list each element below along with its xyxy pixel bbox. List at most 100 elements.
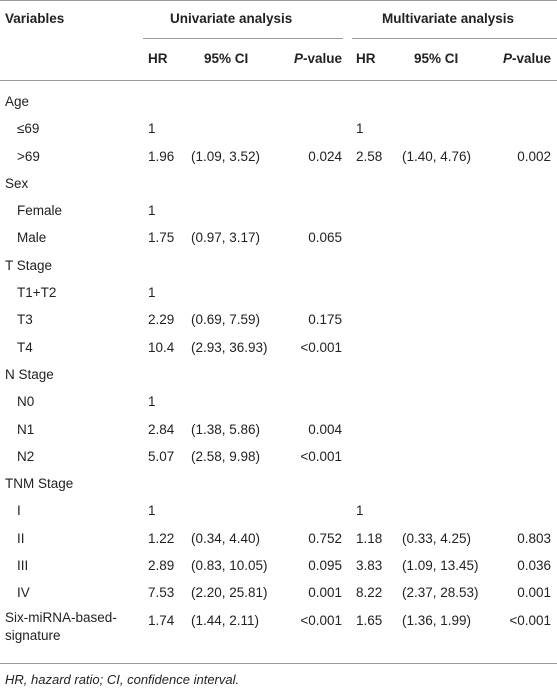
subheader-m-p: P-value: [502, 51, 551, 66]
row-sublabel: N1: [17, 421, 35, 437]
multivariate-p: <0.001: [509, 612, 551, 628]
univariate-hr: 1.22: [148, 530, 175, 546]
univariate-hr: 5.07: [148, 448, 175, 464]
table-row: N Stage: [0, 361, 557, 388]
univariate-ci: (2.58, 9.98): [191, 448, 261, 464]
univariate-p: <0.001: [300, 339, 342, 355]
subheader-m-hr: HR: [356, 51, 376, 66]
table-row: III 2.89 (0.83, 10.05) 0.095 3.83 (1.09, 13.4…: [0, 552, 557, 579]
table-row: T Stage: [0, 252, 557, 279]
multivariate-hr: 1: [356, 121, 364, 137]
univariate-ci: (0.83, 10.05): [191, 558, 268, 574]
bottom-rule: [0, 663, 557, 664]
univariate-hr: 2.84: [148, 421, 175, 437]
multivariate-p: 0.001: [517, 585, 551, 601]
row-sublabel: T4: [17, 339, 33, 355]
multivariate-ci: (0.33, 4.25): [402, 530, 472, 546]
univariate-ci: (2.20, 25.81): [191, 585, 268, 601]
table-row: I 1 1: [0, 497, 557, 524]
univariate-hr: 2.89: [148, 558, 175, 574]
row-sublabel: I: [17, 503, 21, 519]
multivariate-hr: 1.18: [356, 530, 383, 546]
univariate-ci: (1.38, 5.86): [191, 421, 261, 437]
univariate-hr: 1.74: [148, 612, 175, 628]
table-row: >69 1.96 (1.09, 3.52) 0.024 2.58 (1.40, 4.76)…: [0, 143, 557, 170]
row-group-label: T Stage: [5, 257, 53, 273]
univariate-ci: (1.09, 3.52): [191, 148, 261, 164]
univariate-hr: 1: [148, 121, 156, 137]
table-body: Age ≤69 1 1 >69 1.96 (1.09, 3.52) 0.024 2.58 (1.4…: [0, 88, 557, 607]
multivariate-hr: 2.58: [356, 148, 383, 164]
table-row: IV 7.53 (2.20, 25.81) 0.001 8.22 (2.37, 28.53…: [0, 579, 557, 606]
row-sublabel: II: [17, 530, 25, 546]
table-row: Sex: [0, 170, 557, 197]
multivariate-ci: (1.09, 13.45): [402, 558, 479, 574]
univariate-p: 0.065: [308, 230, 342, 246]
row-group-label: N Stage: [5, 366, 54, 382]
univariate-hr: 1.96: [148, 148, 175, 164]
univariate-p: 0.024: [308, 148, 342, 164]
subheader-u-p: P-value: [293, 51, 342, 66]
row-group-label: TNM Stage: [5, 476, 74, 492]
multivariate-hr: 3.83: [356, 558, 383, 574]
subheader-u-ci: 95% CI: [204, 51, 249, 66]
table-row: N0 1: [0, 388, 557, 415]
univariate-ci: (0.69, 7.59): [191, 312, 261, 328]
subheader-u-hr: HR: [148, 51, 168, 66]
subheader-m-ci: 95% CI: [414, 51, 459, 66]
univariate-ci: (1.44, 2.11): [191, 612, 260, 628]
row-sublabel: IV: [17, 585, 30, 601]
row-group-label: Sex: [5, 175, 29, 191]
univariate-p: 0.752: [308, 530, 342, 546]
univariate-p: 0.001: [308, 585, 342, 601]
table-row: N1 2.84 (1.38, 5.86) 0.004: [0, 416, 557, 443]
univariate-p: 0.175: [308, 312, 342, 328]
table-row: ≤69 1 1: [0, 115, 557, 142]
univariate-hr: 2.29: [148, 312, 175, 328]
footnote: HR, hazard ratio; CI, confidence interva…: [5, 672, 240, 687]
top-rule: [0, 0, 557, 1]
row-sublabel: T3: [17, 312, 33, 328]
multivariate-rule: [352, 38, 557, 39]
multivariate-p: 0.803: [517, 530, 551, 546]
univariate-hr: 7.53: [148, 585, 175, 601]
univariate-ci: (2.93, 36.93): [191, 339, 268, 355]
table-row: N2 5.07 (2.58, 9.98) <0.001: [0, 443, 557, 470]
multivariate-ci: (1.36, 1.99): [402, 612, 472, 628]
table-row: T3 2.29 (0.69, 7.59) 0.175: [0, 306, 557, 333]
table-header: Variables Univariate analysis Multivaria…: [0, 0, 557, 38]
table-subheader: HR 95% CI P-value HR 95% CI P-value: [0, 38, 557, 80]
row-sublabel: N2: [17, 448, 35, 464]
row-group-label: Age: [5, 94, 30, 109]
row-label: Six-miRNA-based-signature: [5, 609, 117, 643]
header-variables: Variables: [5, 11, 65, 26]
row-sublabel: T1+T2: [17, 285, 57, 301]
table-row: TNM Stage: [0, 470, 557, 497]
row-sublabel: III: [17, 558, 29, 574]
univariate-p: <0.001: [300, 612, 342, 628]
row-sublabel: >69: [17, 148, 40, 164]
univariate-ci: (0.97, 3.17): [191, 230, 261, 246]
univariate-p: 0.095: [308, 558, 342, 574]
multivariate-p: 0.036: [517, 558, 551, 574]
results-table: Variables Univariate analysis Multivaria…: [0, 0, 557, 653]
univariate-hr: 1: [148, 503, 156, 519]
table-row-signature: Six-miRNA-based-signature 1.74 (1.44, 2.…: [0, 607, 557, 653]
header-multivariate: Multivariate analysis: [382, 11, 515, 26]
table-row: Age: [0, 88, 557, 115]
multivariate-hr: 8.22: [356, 585, 383, 601]
table-row: T4 10.4 (2.93, 36.93) <0.001: [0, 334, 557, 361]
univariate-ci: (0.34, 4.40): [191, 530, 261, 546]
univariate-hr: 1: [148, 285, 156, 301]
univariate-p: <0.001: [300, 448, 342, 464]
multivariate-ci: (1.40, 4.76): [402, 148, 472, 164]
multivariate-p: 0.002: [517, 148, 551, 164]
subheader-rule: [0, 80, 557, 81]
header-univariate: Univariate analysis: [170, 11, 293, 26]
multivariate-hr: 1.65: [356, 612, 383, 628]
table-row: II 1.22 (0.34, 4.40) 0.752 1.18 (0.33, 4.25) 0…: [0, 525, 557, 552]
row-sublabel: ≤69: [17, 121, 40, 137]
row-sublabel: Male: [17, 230, 47, 246]
univariate-hr: 10.4: [148, 339, 175, 355]
univariate-rule: [143, 38, 343, 39]
